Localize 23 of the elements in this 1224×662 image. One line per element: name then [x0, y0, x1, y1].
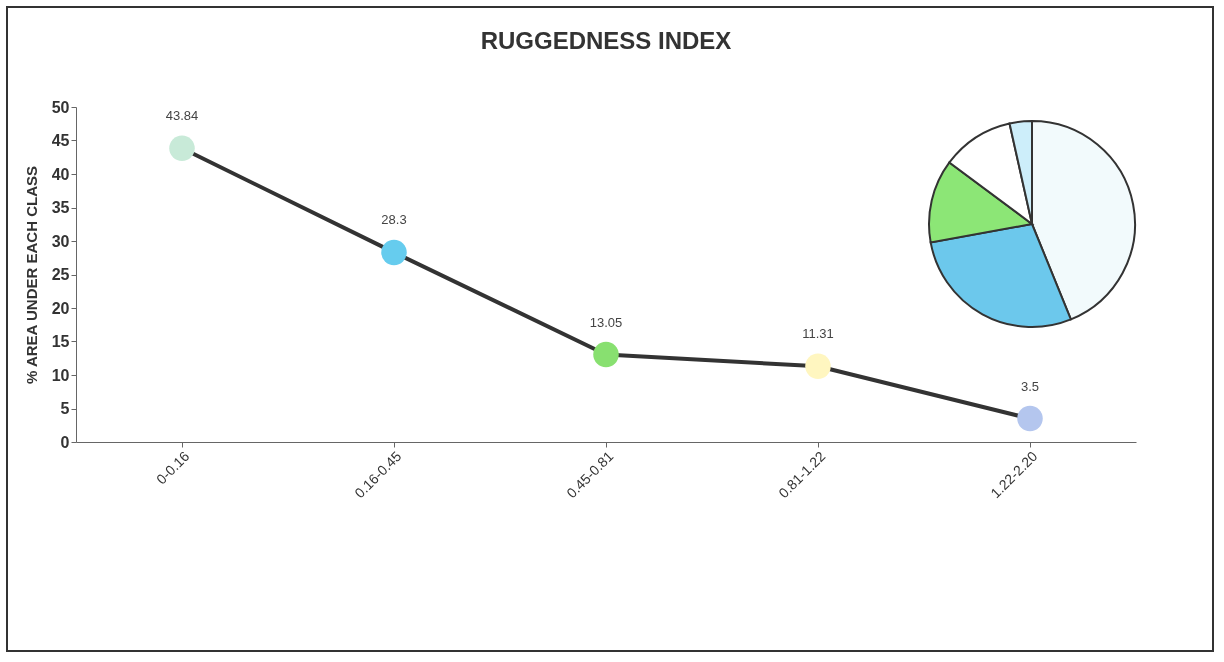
- y-tick-label: 50: [51, 98, 70, 116]
- y-tick-label: 5: [60, 400, 70, 417]
- y-tick-label: 40: [51, 165, 70, 183]
- data-label: 43.84: [165, 108, 199, 124]
- point: [381, 239, 407, 266]
- data-label: 3.5: [1020, 378, 1040, 394]
- point: [593, 341, 619, 368]
- chart-title: RUGGEDNESS INDEX: [480, 27, 732, 54]
- point: [1017, 405, 1043, 432]
- y-tick-label: 10: [51, 366, 70, 384]
- y-tick-label: 15: [51, 333, 70, 350]
- point: [169, 135, 195, 161]
- data-label: 28.3: [381, 212, 407, 228]
- y-tick-label: 30: [51, 232, 70, 250]
- y-tick-label: 35: [51, 199, 70, 216]
- data-label: 13.05: [589, 314, 623, 330]
- y-tick-label: 20: [51, 299, 70, 317]
- y-tick-label: 45: [51, 132, 70, 149]
- data-label: 11.31: [802, 326, 834, 342]
- point: [805, 353, 831, 379]
- y-axis-title: % AREA UNDER EACH CLASS: [22, 165, 40, 385]
- y-tick-label: 0: [60, 433, 70, 451]
- y-tick-label: 25: [51, 266, 70, 283]
